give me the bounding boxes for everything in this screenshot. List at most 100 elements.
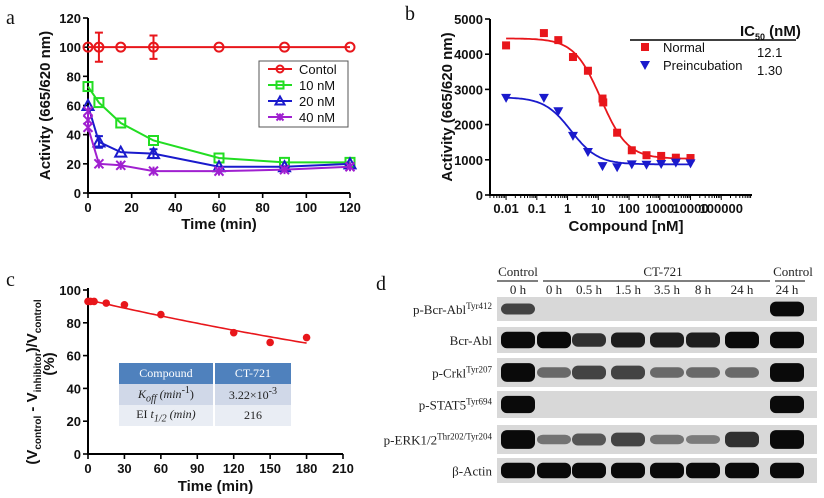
- koff-k: K: [137, 386, 146, 401]
- data-point: [686, 154, 695, 163]
- error-bar: [149, 34, 158, 60]
- data-point: [501, 93, 512, 103]
- table-row: EI t1/2 (min) 216: [119, 405, 291, 426]
- y-tick-label: 3000: [454, 82, 483, 97]
- data-point: [120, 300, 129, 309]
- blot-band: [686, 435, 720, 444]
- x-tick-label: 1000: [645, 201, 674, 216]
- blot-band: [572, 433, 606, 446]
- series-preincubation: [501, 93, 696, 173]
- y-axis-label-unit: (%): [41, 352, 58, 375]
- x-tick-label: 60: [154, 461, 168, 476]
- koff-exp: -1: [181, 384, 190, 396]
- legend-label: 20 nM: [299, 94, 335, 109]
- y-tick-label: 5000: [454, 12, 483, 27]
- blot-band: [611, 332, 645, 348]
- x-tick-label: 30: [117, 461, 131, 476]
- data-point: [91, 134, 107, 148]
- data-point: [626, 160, 637, 170]
- data-point: [657, 151, 666, 160]
- blot-band: [770, 363, 804, 382]
- y-tick-label: 60: [67, 349, 81, 364]
- series-40-nm: [82, 106, 356, 177]
- koff-unit: (min: [156, 386, 182, 401]
- y-axis-label: (Vcontrol - Vinhibitor)/Vcontrol: [24, 299, 44, 465]
- blot-band: [650, 367, 684, 378]
- blot-band: [572, 333, 606, 347]
- blot-band: [686, 367, 720, 378]
- ei-text: EI: [136, 406, 151, 421]
- ei-t: t: [150, 406, 154, 421]
- legend-label: 40 nM: [299, 110, 335, 125]
- y-tick-label: 4000: [454, 47, 483, 62]
- data-point: [344, 161, 356, 172]
- lane-label: 1.5 h: [615, 282, 642, 297]
- y-tick-label: 0: [74, 447, 81, 462]
- ic-text: IC: [740, 23, 755, 40]
- group-label-ct721: CT-721: [643, 264, 682, 279]
- x-tick-label: 40: [168, 200, 182, 215]
- residue-superscript: Tyr694: [466, 397, 492, 407]
- blot-band: [501, 363, 535, 382]
- y-label-part: inhibitor: [33, 352, 44, 392]
- legend-marker: [640, 61, 650, 70]
- blot-row-label: Bcr-Abl: [450, 333, 493, 348]
- data-point: [302, 333, 311, 342]
- x-tick-label: 100: [618, 201, 640, 216]
- legend-label: 10 nM: [299, 78, 335, 93]
- legend-label: Normal: [663, 40, 705, 55]
- data-point: [583, 66, 592, 75]
- blot-band: [650, 462, 684, 479]
- lane-label: 8 h: [695, 282, 712, 297]
- blot-band: [611, 365, 645, 380]
- table-row: Koff (min-1) 3.22×10-3: [119, 384, 291, 405]
- blot-band: [572, 365, 606, 380]
- blot-membrane: [497, 391, 817, 418]
- data-point: [113, 144, 128, 158]
- x-tick-label: 180: [296, 461, 318, 476]
- data-point: [148, 41, 159, 53]
- x-axis-label: Compound [nM]: [569, 218, 684, 235]
- legend-marker: [273, 94, 287, 106]
- y-label-part: - V: [24, 392, 41, 415]
- data-point: [82, 106, 94, 117]
- table-koff-label: Koff (min-1): [119, 384, 215, 405]
- protein-name: β-Actin: [452, 464, 492, 479]
- panel-label-b: b: [405, 3, 415, 25]
- data-point: [502, 41, 511, 50]
- x-tick-label: 0.01: [493, 201, 518, 216]
- data-point: [567, 131, 578, 141]
- data-point: [612, 163, 623, 173]
- data-point: [115, 117, 127, 129]
- data-point: [279, 164, 290, 175]
- panel-label-a: a: [6, 7, 15, 29]
- data-point: [599, 98, 608, 107]
- blot-band: [537, 462, 571, 479]
- data-point: [82, 81, 94, 93]
- legend-ic50: 1.30: [757, 63, 782, 78]
- data-point: [115, 41, 127, 53]
- table-koff-value: 3.22×10-3: [213, 384, 291, 405]
- y-label-part: control: [33, 416, 44, 450]
- table-ei-label: EI t1/2 (min): [119, 405, 215, 426]
- blot-band: [650, 434, 684, 445]
- blot-band: [537, 331, 571, 349]
- blot-row-label: β-Actin: [452, 464, 492, 479]
- panel-label-c: c: [6, 269, 15, 291]
- blot-band: [650, 332, 684, 348]
- legend-b: IC50 (nM) Normal 12.1 Preincubation 1.30: [630, 23, 801, 78]
- series-contol: [82, 31, 356, 63]
- data-point: [93, 97, 105, 109]
- x-tick-label: 210: [332, 461, 354, 476]
- legend-ic50: 12.1: [757, 45, 782, 60]
- protein-name: p-STAT5: [419, 398, 466, 413]
- blot-band: [537, 434, 571, 445]
- data-point: [554, 36, 563, 45]
- chart-c: c 0 20 40 60 80 100 0 30 60 90 120 150 180 210 Time (mi…: [6, 269, 354, 495]
- y-axis-label: Activity (665/620 nm): [439, 32, 456, 181]
- y-tick-label: 100: [59, 40, 81, 55]
- legend-label: Contol: [299, 62, 337, 77]
- lane-label: 3.5 h: [654, 282, 681, 297]
- blot-row: p-STAT5Tyr694: [419, 391, 817, 418]
